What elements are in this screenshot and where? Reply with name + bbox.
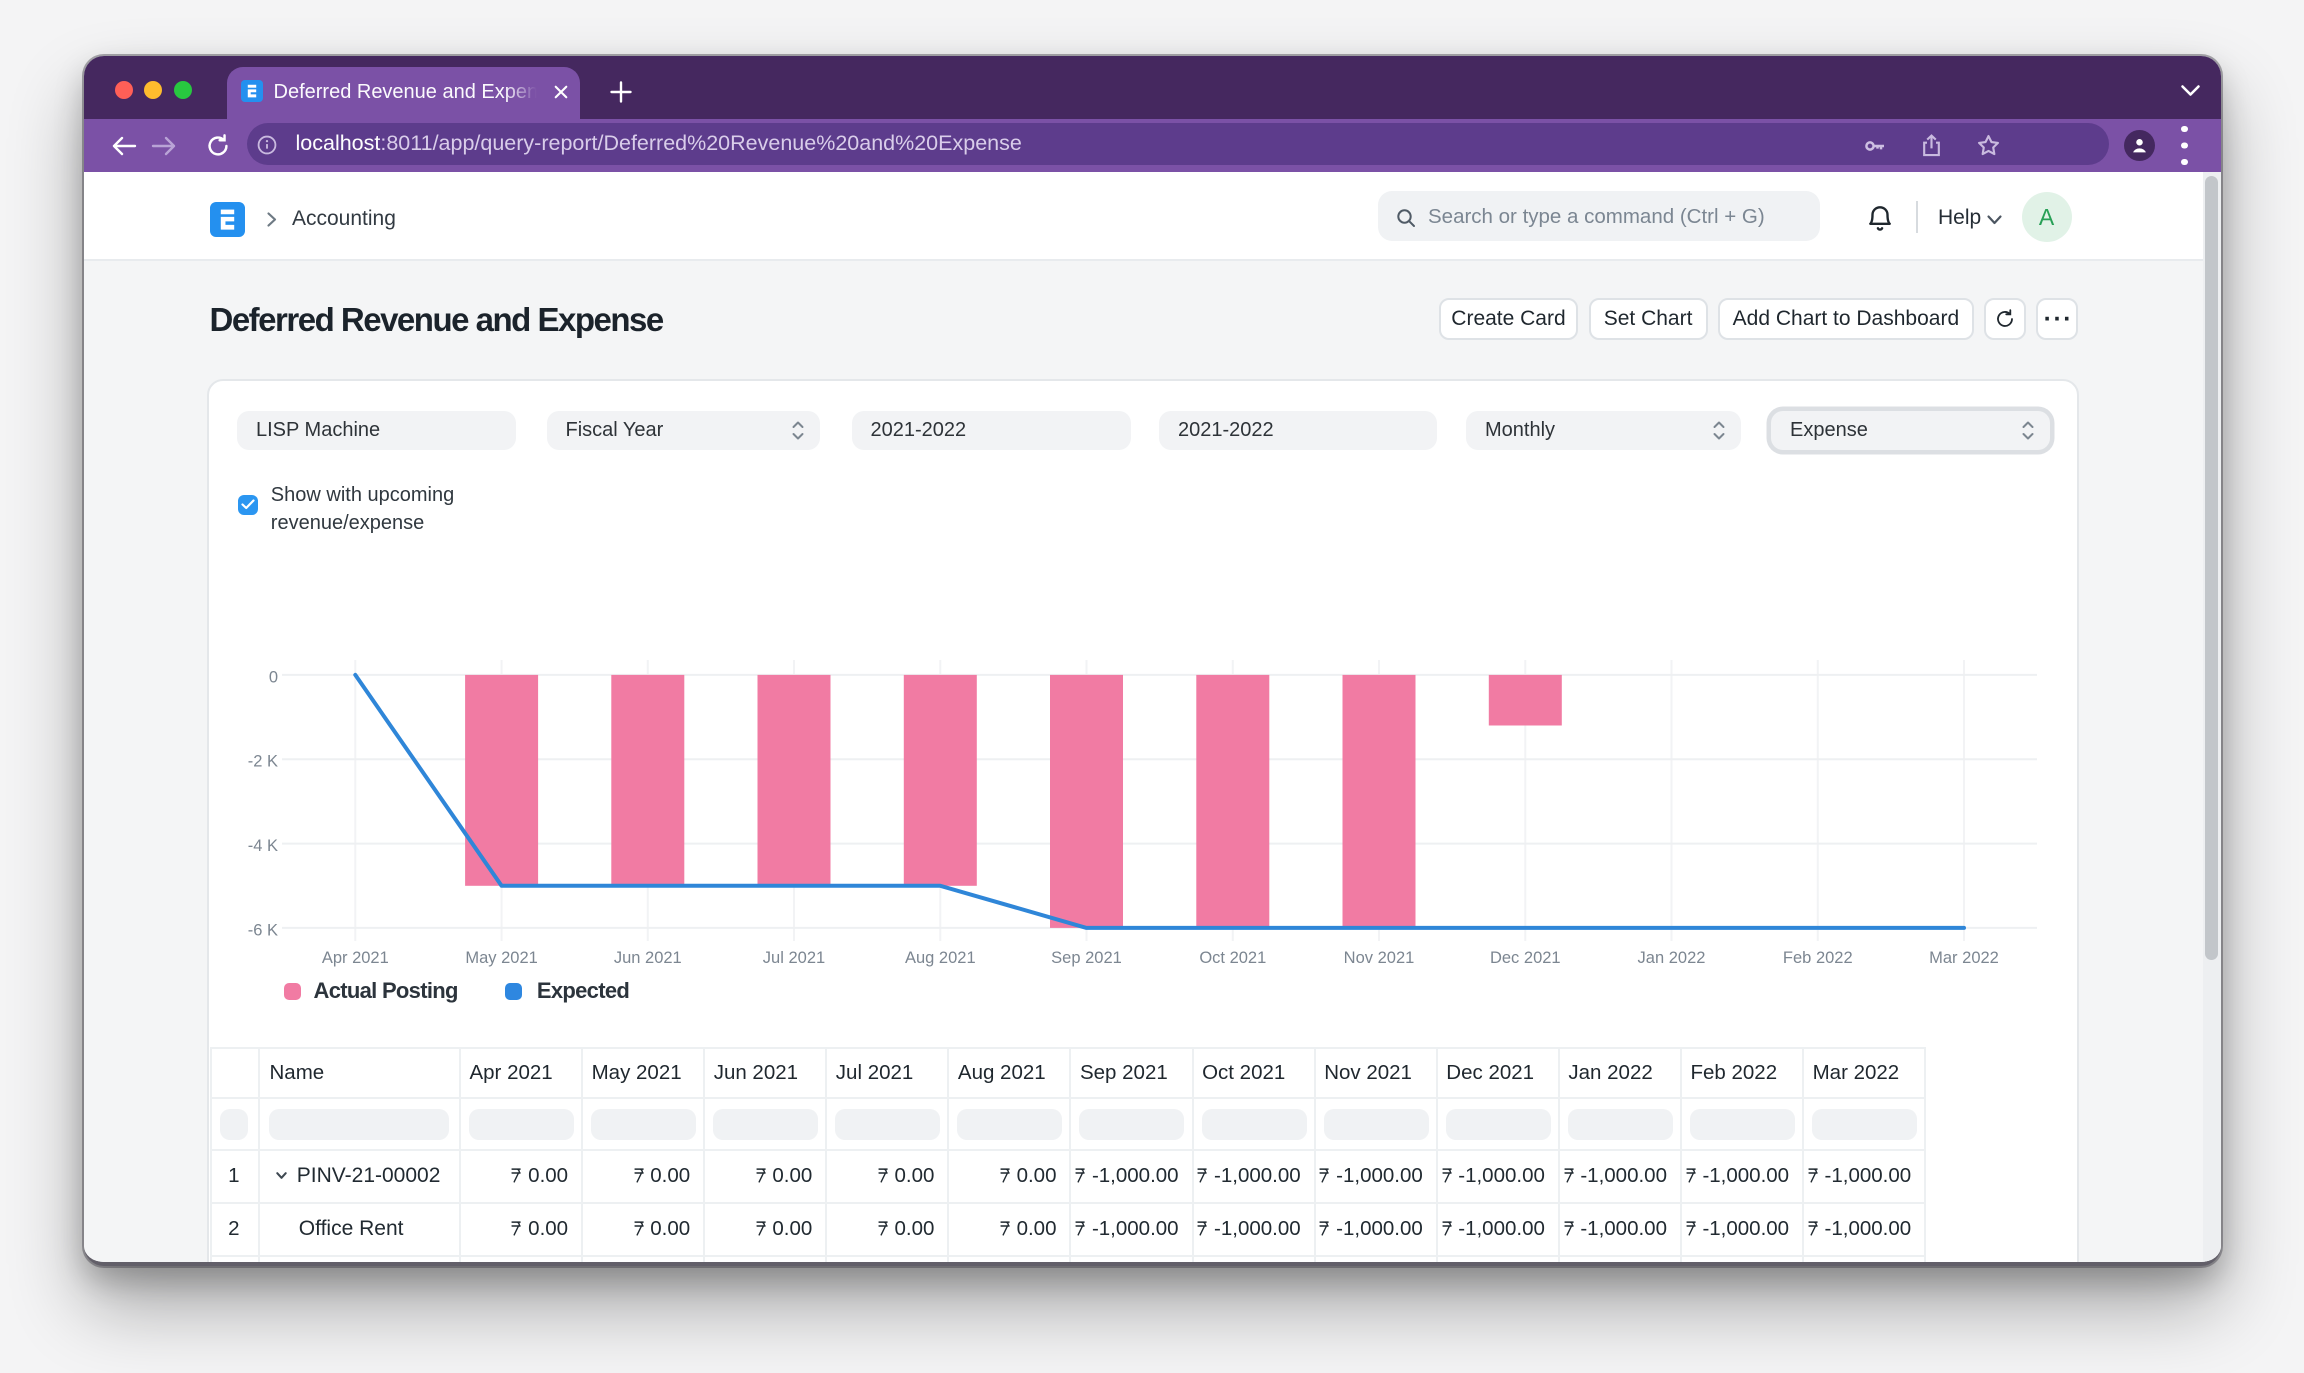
svg-text:Mar 2022: Mar 2022 [1929, 949, 1999, 967]
svg-text:Apr 2021: Apr 2021 [322, 949, 389, 967]
svg-text:Feb 2022: Feb 2022 [1783, 949, 1853, 967]
svg-text:Aug 2021: Aug 2021 [905, 949, 976, 967]
svg-text:Jun 2021: Jun 2021 [614, 949, 682, 967]
svg-text:Dec 2021: Dec 2021 [1490, 949, 1561, 967]
svg-text:Jul 2021: Jul 2021 [763, 949, 825, 967]
svg-text:-4 K: -4 K [248, 837, 278, 855]
svg-text:0: 0 [269, 668, 278, 686]
svg-text:Nov 2021: Nov 2021 [1344, 949, 1415, 967]
svg-text:Oct 2021: Oct 2021 [1199, 949, 1266, 967]
svg-text:Jan 2022: Jan 2022 [1638, 949, 1706, 967]
svg-text:Sep 2021: Sep 2021 [1051, 949, 1122, 967]
svg-text:May 2021: May 2021 [465, 949, 537, 967]
svg-text:-2 K: -2 K [248, 753, 278, 771]
svg-text:-6 K: -6 K [248, 921, 278, 939]
